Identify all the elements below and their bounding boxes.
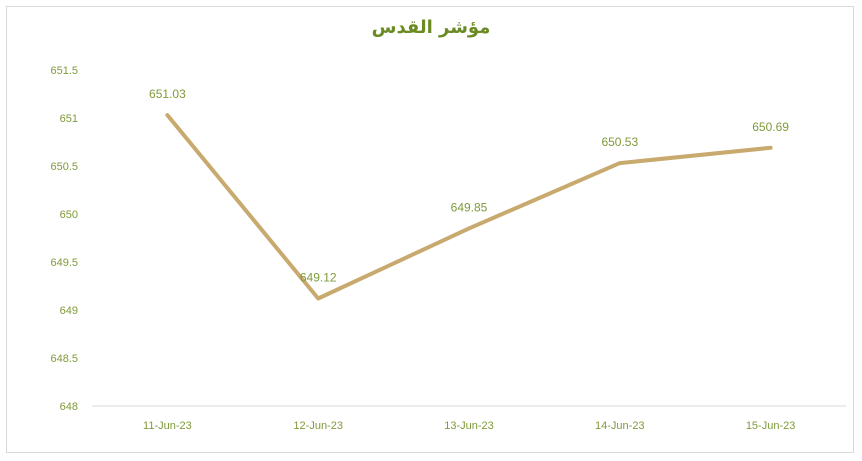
x-tick-label: 12-Jun-23 bbox=[293, 420, 343, 432]
y-tick-label: 649.5 bbox=[50, 257, 78, 269]
x-tick-label: 11-Jun-23 bbox=[143, 420, 192, 432]
y-axis: 648 648.5 649 649.5 650 650.5 651 651.5 bbox=[50, 65, 78, 413]
data-label: 649.85 bbox=[451, 200, 488, 214]
x-axis: 11-Jun-23 12-Jun-23 13-Jun-23 14-Jun-23 15-J… bbox=[143, 420, 795, 432]
y-tick-label: 650 bbox=[60, 209, 78, 221]
y-tick-label: 648.5 bbox=[50, 353, 78, 365]
data-label: 650.69 bbox=[752, 120, 789, 134]
y-tick-label: 649 bbox=[60, 305, 78, 317]
y-tick-label: 650.5 bbox=[50, 161, 78, 173]
data-label: 650.53 bbox=[601, 135, 638, 149]
x-tick-label: 13-Jun-23 bbox=[444, 420, 494, 432]
series-line bbox=[165, 113, 773, 301]
chart-frame bbox=[6, 6, 854, 453]
y-tick-label: 648 bbox=[60, 401, 78, 413]
y-tick-label: 651 bbox=[60, 113, 78, 125]
x-tick-label: 14-Jun-23 bbox=[595, 420, 645, 432]
x-tick-label: 15-Jun-23 bbox=[746, 420, 796, 432]
data-labels: 651.03 649.12 649.85 650.53 650.69 bbox=[149, 87, 789, 284]
data-label: 651.03 bbox=[149, 87, 186, 101]
y-tick-label: 651.5 bbox=[50, 65, 78, 77]
data-label: 649.12 bbox=[300, 270, 337, 284]
chart-title: مؤشر القدس bbox=[372, 17, 491, 38]
